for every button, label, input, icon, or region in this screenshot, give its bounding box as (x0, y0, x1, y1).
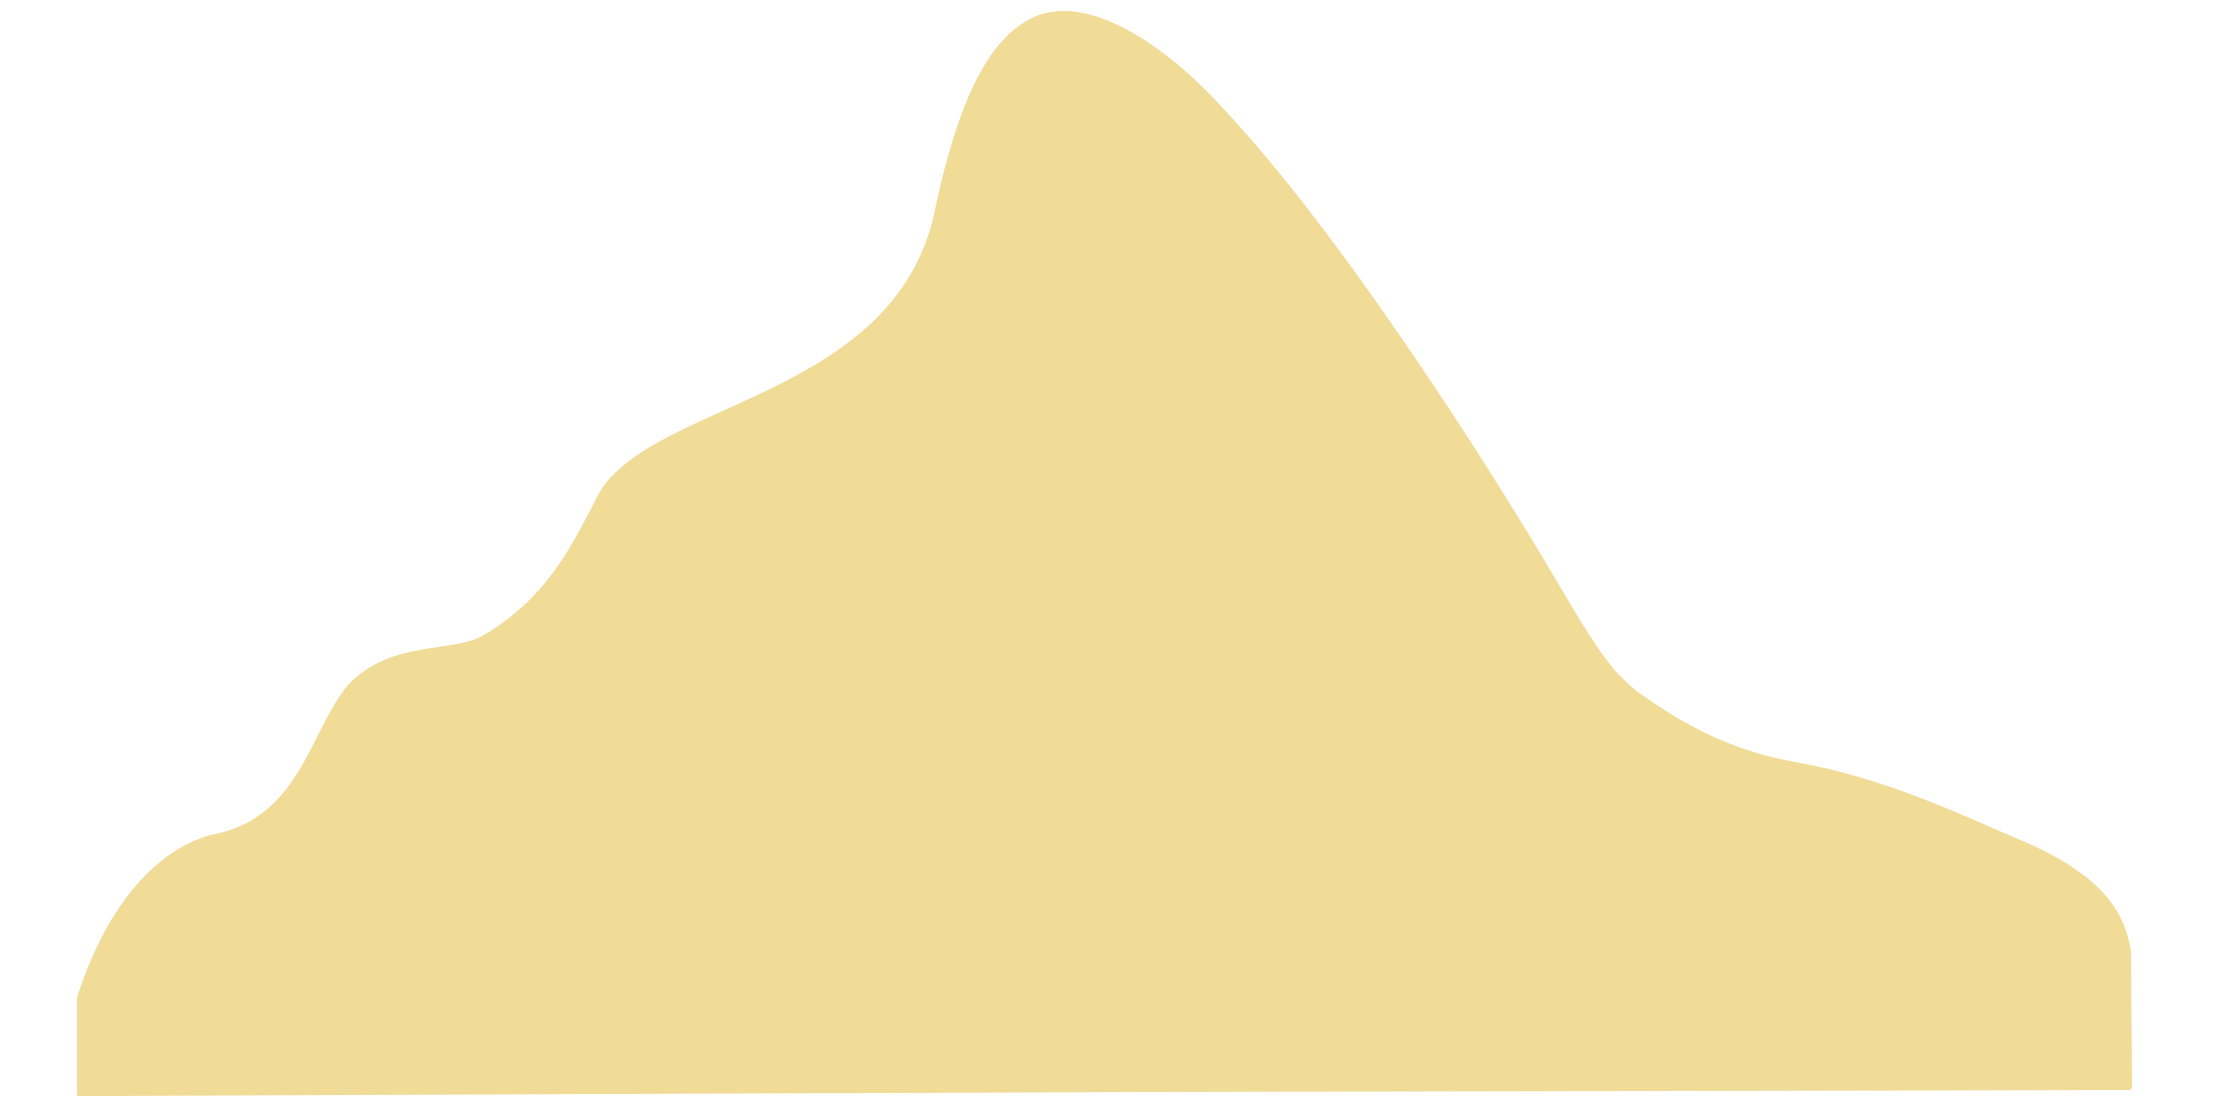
mountain-shape (77, 11, 2132, 1097)
